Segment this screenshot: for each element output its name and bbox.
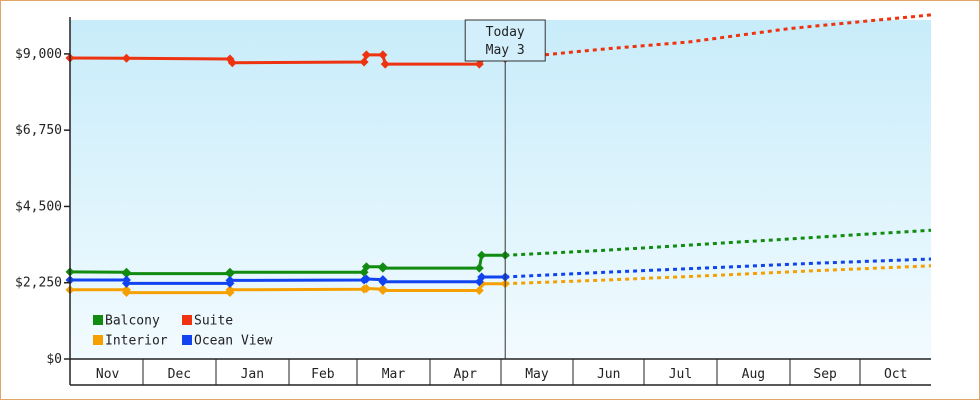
x-tick-label: Apr	[453, 367, 477, 382]
y-tick-label: $6,750	[15, 123, 62, 138]
data-point	[225, 267, 235, 277]
legend: Balcony Suite Interior Ocean View	[93, 314, 272, 349]
data-point	[378, 263, 388, 273]
data-point	[477, 272, 487, 282]
y-tick-label: $0	[46, 352, 62, 367]
x-tick-label: Oct	[884, 367, 907, 382]
x-tick-label: Nov	[96, 367, 120, 382]
legend-swatch	[182, 335, 192, 345]
data-point	[361, 262, 371, 272]
data-point	[378, 277, 388, 287]
x-tick-label: Jan	[241, 367, 264, 382]
series-ocean-view	[65, 257, 932, 288]
axes-layer: $0 $2,250 $4,500 $6,750 $9,000 Nov Dec Jan Feb Ma…	[15, 17, 931, 386]
legend-label: Interior	[105, 334, 168, 349]
data-point	[380, 59, 390, 69]
x-tick-label: Dec	[168, 367, 191, 382]
x-tick-label: Jun	[597, 367, 620, 382]
legend-swatch	[93, 315, 103, 325]
data-point	[378, 50, 388, 60]
x-tick-label: Jul	[669, 367, 692, 382]
legend-label: Suite	[194, 314, 233, 329]
legend-label: Ocean View	[194, 334, 272, 349]
forecast-line	[505, 264, 932, 286]
y-tick-label: $9,000	[15, 47, 62, 62]
forecast-line	[505, 13, 932, 61]
data-point	[361, 283, 371, 293]
data-point	[121, 278, 131, 288]
x-tick-label: Mar	[382, 367, 406, 382]
x-tick-label: Aug	[742, 367, 765, 382]
series-interior	[65, 264, 932, 298]
data-point	[474, 286, 484, 296]
data-point	[477, 250, 487, 260]
x-tick-label: May	[525, 367, 549, 382]
data-point	[121, 269, 131, 279]
data-point	[225, 285, 235, 295]
today-label: Today	[486, 25, 525, 40]
x-tick-label: Feb	[311, 367, 335, 382]
today-date: May 3	[486, 43, 525, 58]
data-point	[361, 50, 371, 60]
plot-area	[70, 20, 931, 359]
data-point	[227, 58, 237, 68]
data-point	[474, 263, 484, 273]
today-box	[464, 19, 546, 62]
data-point	[121, 288, 131, 298]
today-marker: Today May 3	[464, 19, 546, 359]
data-point	[121, 53, 131, 63]
data-point	[225, 275, 235, 285]
x-tick-label: Sep	[813, 367, 837, 382]
data-point	[359, 57, 369, 67]
y-tick-label: $4,500	[15, 199, 62, 214]
data-point	[361, 274, 371, 284]
series-layer	[65, 13, 932, 298]
y-tick-label: $2,250	[15, 276, 62, 291]
legend-swatch	[93, 335, 103, 345]
forecast-line	[505, 257, 932, 279]
forecast-line	[505, 228, 932, 257]
legend-label: Balcony	[105, 314, 160, 329]
data-point	[378, 286, 388, 296]
legend-swatch	[182, 315, 192, 325]
